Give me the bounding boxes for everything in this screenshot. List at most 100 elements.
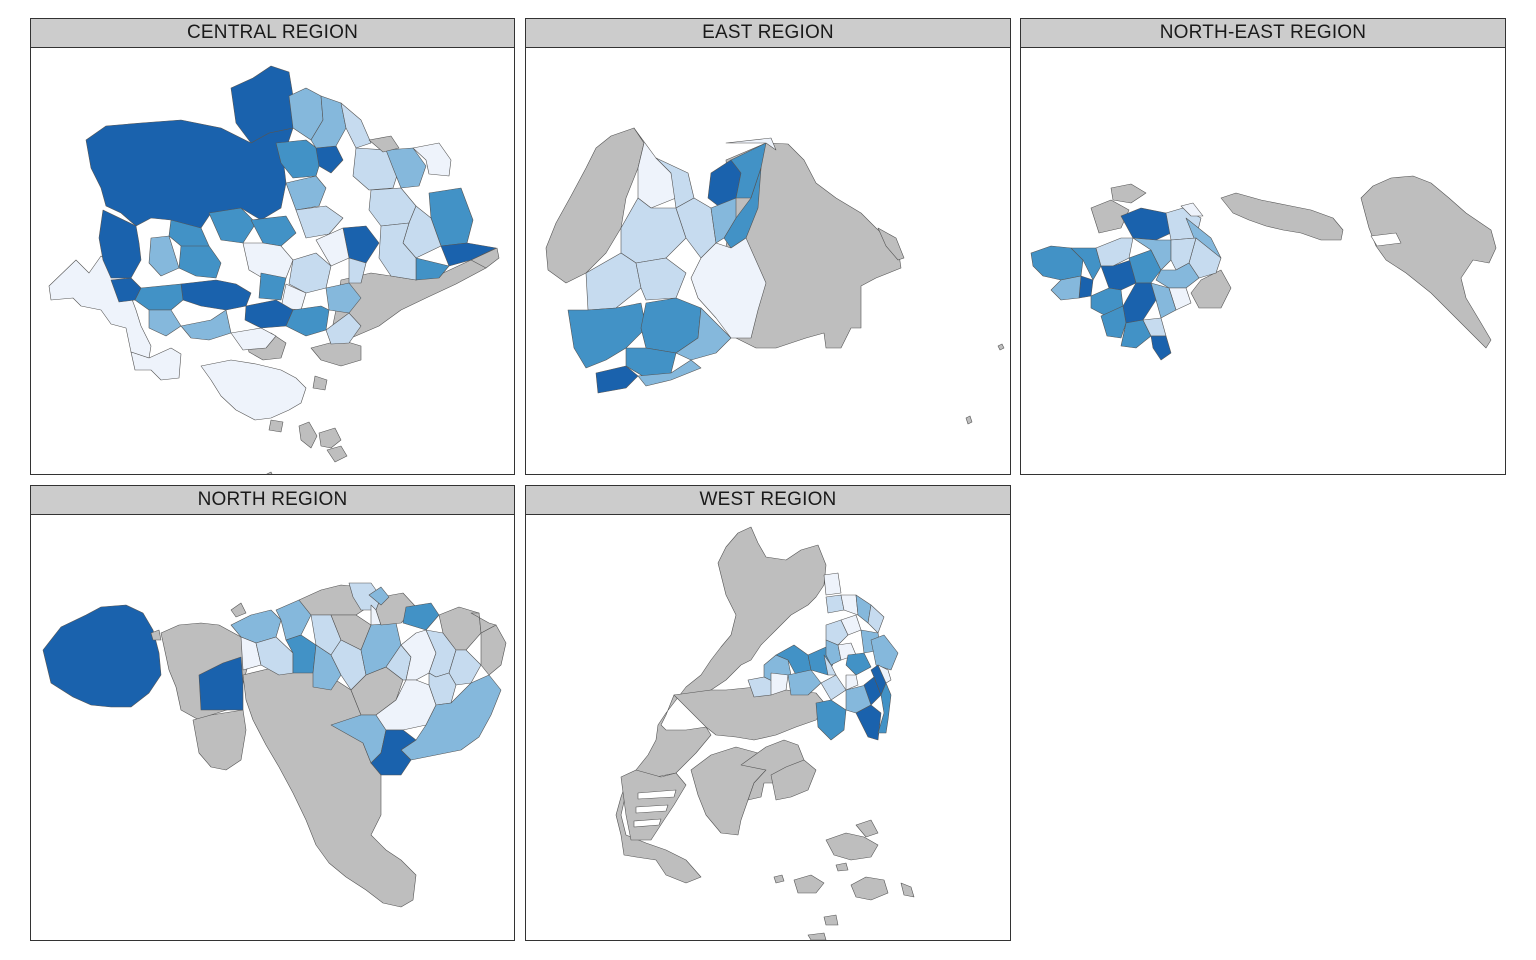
subzone-polygon [825,832,879,861]
subzone-polygon [258,272,287,301]
subzone-polygon [877,682,892,734]
subzone-polygon [773,874,785,884]
north-east-region-map [1030,175,1497,361]
subzone-polygon [825,639,842,666]
subzone-polygon [315,145,344,174]
panel-north-east-region: NORTH-EAST REGION [1020,18,1506,475]
panel-central-region: CENTRAL REGION [30,18,515,475]
subzone-polygon [855,704,882,741]
subzone-polygon [1360,175,1497,349]
subzone-polygon [318,427,342,449]
subzone-polygon [180,309,232,341]
west-subzones [615,526,915,940]
subzone-polygon [867,604,885,634]
subzone-polygon [250,215,297,247]
subzone-polygon [1370,232,1402,247]
subzone-polygon [370,729,417,776]
subzone-polygon [470,612,497,634]
subzone-polygon [870,634,899,671]
subzone-polygon [178,245,222,279]
subzone-polygon [1150,282,1177,319]
subzone-polygon [438,606,482,651]
subzone-polygon [877,227,905,261]
subzone-polygon [673,686,827,741]
panel-title: NORTH-EAST REGION [1021,19,1505,48]
subzone-polygon [312,375,328,391]
subzone-polygon [326,445,348,463]
subzone-polygon [288,252,332,294]
subzone-polygon [637,359,702,387]
subzone-polygon [480,624,507,676]
north-east-subzones [1030,175,1497,361]
subzone-polygon [400,674,502,761]
subzone-polygon [635,257,687,301]
subzone-polygon [298,421,318,449]
subzone-polygon [1220,192,1344,241]
subzone-polygon [1120,319,1152,349]
north-subzones [42,582,507,908]
panel-title: WEST REGION [526,486,1010,515]
subzone-polygon [180,279,252,311]
subzone-polygon [134,283,184,311]
subzone-polygon [148,235,180,277]
subzone-polygon [42,604,162,708]
subzone-polygon [325,282,362,314]
subzone-polygon [793,874,825,894]
central-subzones [48,65,500,474]
subzone-polygon [85,119,294,234]
subzone-polygon [845,652,872,676]
subzone-polygon [268,419,284,433]
subzone-polygon [835,862,849,872]
subzone-polygon [130,347,182,381]
subzone-polygon [150,629,162,641]
subzone-polygon [637,789,677,800]
subzone-polygon [1128,249,1162,284]
subzone-polygon [1100,305,1127,339]
subzone-polygon [1070,247,1102,281]
subzone-polygon [230,327,277,351]
subzone-polygon [1050,275,1082,301]
panel-title: CENTRAL REGION [31,19,514,48]
subzone-polygon [595,365,639,394]
subzone-polygon [295,205,344,239]
subzone-polygon [725,137,777,151]
subzone-polygon [825,619,849,646]
subzone-polygon [787,669,822,696]
subzone-polygon [823,654,837,676]
subzone-polygon [428,672,457,706]
subzone-polygon [635,804,669,814]
subzone-polygon [840,594,859,616]
panel-west-region: WEST REGION [525,485,1011,941]
subzone-polygon [325,312,362,345]
subzone-polygon [378,222,417,281]
subzone-polygon [242,242,294,281]
subzone-polygon [1110,183,1147,204]
panel-east-region: EAST REGION [525,18,1011,475]
subzone-polygon [200,359,307,421]
subzone-polygon [770,672,789,696]
subzone-polygon [1190,269,1232,309]
subzone-polygon [368,586,390,606]
subzone-polygon [620,769,687,841]
north-region-map [42,582,507,908]
subzone-polygon [1180,202,1204,217]
subzone-polygon [877,664,892,684]
subzone-polygon [1150,335,1172,361]
subzone-polygon [997,343,1005,351]
subzone-polygon [807,932,827,940]
subzone-polygon [820,674,847,701]
subzone-polygon [230,602,247,618]
subzone-polygon [1078,275,1094,299]
subzone-polygon [567,302,647,369]
central-region-map [48,65,500,474]
subzone-polygon [823,572,842,596]
subzone-polygon [770,759,817,801]
subzone-polygon [148,309,182,337]
west-region-map [615,526,915,940]
panel-title: NORTH REGION [31,486,514,515]
subzone-polygon [208,207,257,244]
subzone-polygon [855,819,879,838]
panel-title: EAST REGION [526,19,1010,48]
subzone-polygon [192,709,247,771]
subzone-polygon [845,674,859,691]
